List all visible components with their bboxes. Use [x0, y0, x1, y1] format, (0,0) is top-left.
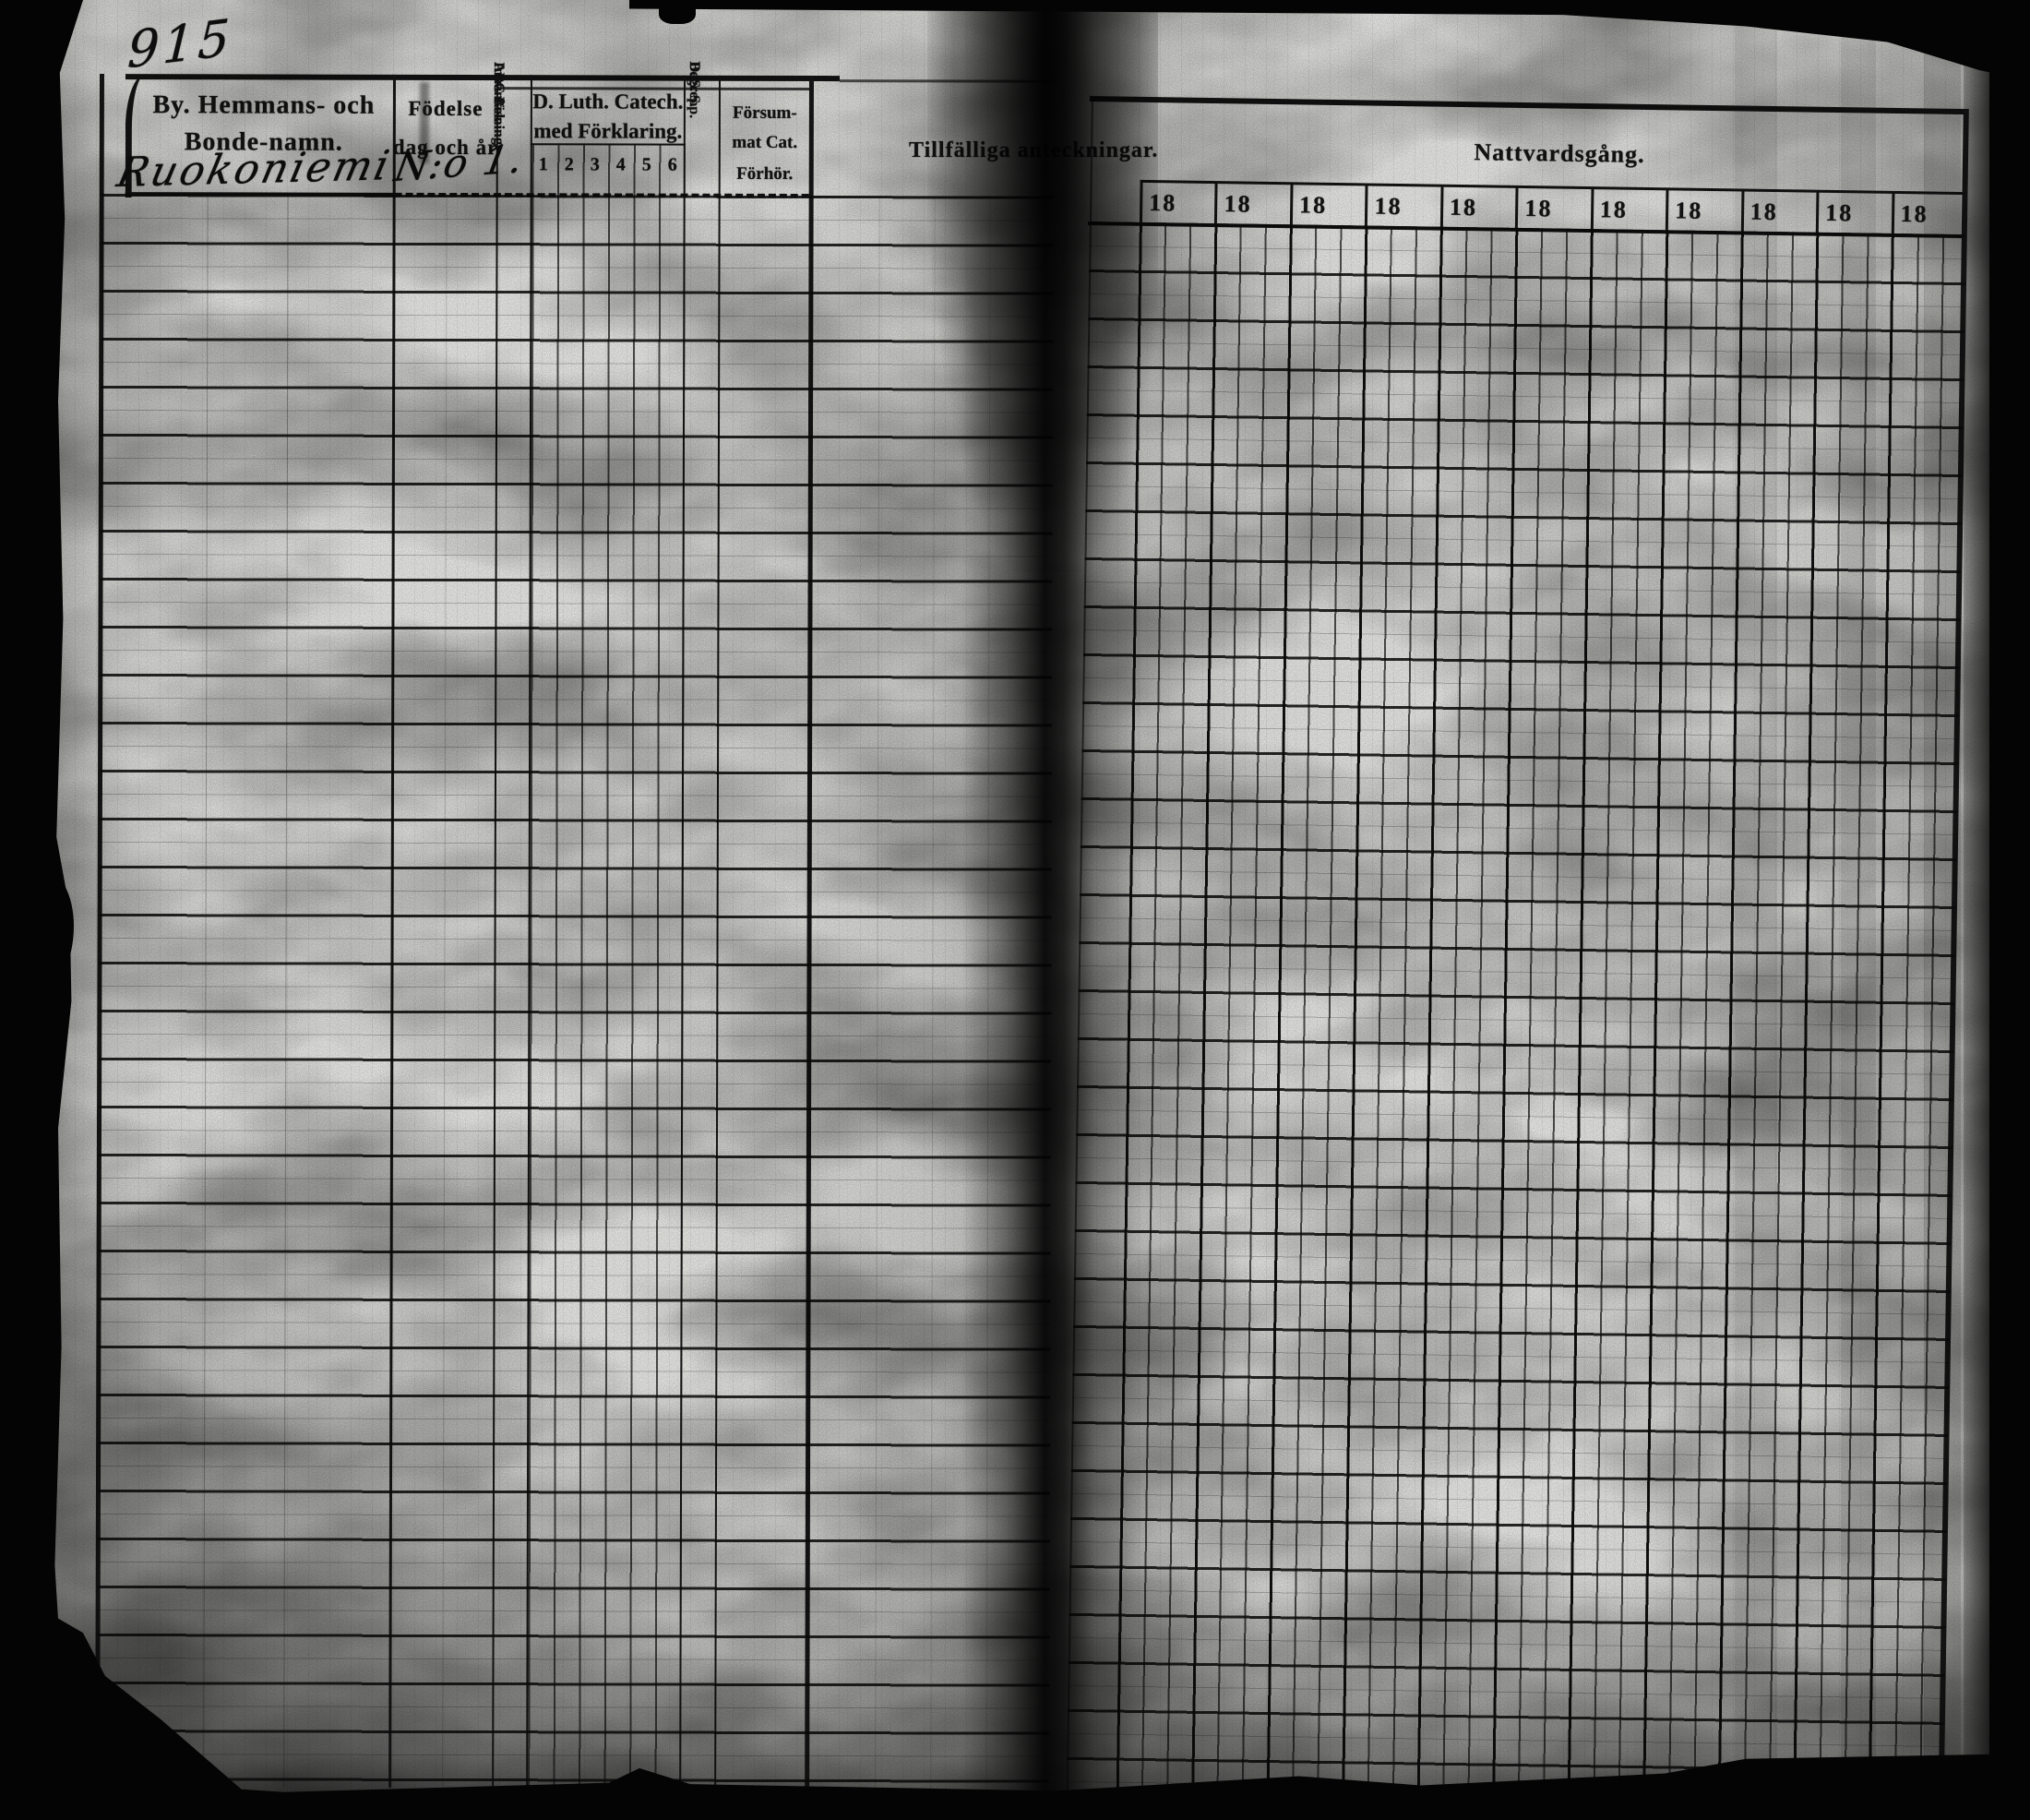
column-header-notes: Tillfälliga anteckningar. — [909, 138, 1159, 162]
year-cell: 18 — [1815, 191, 1893, 235]
handwritten-village-name: Ruokoniemi — [113, 141, 396, 198]
column-header-birth-line1: Födelse — [408, 96, 484, 121]
scan-margin-right — [1989, 0, 2030, 1820]
year-cell: 18 — [1665, 189, 1742, 233]
column-header-missed-line1: Försum- — [733, 102, 797, 123]
dss-line2: Begrepp. — [686, 61, 703, 119]
year-cell: 18 — [1139, 181, 1216, 226]
year-cell: 18 — [1289, 184, 1366, 228]
left-page-table: By. Hemmans- och Bonde-namn. Födelse dag… — [95, 62, 1054, 1790]
catechism-grade-number: 1 — [538, 154, 548, 175]
year-cell: 18 — [1365, 185, 1441, 229]
table-top-border — [125, 74, 840, 82]
year-cell: 18 — [1214, 183, 1291, 227]
catechism-grade-number: 4 — [615, 154, 626, 175]
column-header-name-line1: By. Hemmans- och — [152, 90, 376, 120]
year-cell: 18 — [1515, 186, 1592, 232]
catechism-grade-number: 5 — [641, 154, 651, 175]
year-cell: 18 — [1740, 190, 1817, 234]
right-page-table: Nattvardsgång. 18 18 18 18 18 18 18 18 18 18 18 — [1065, 92, 1998, 1813]
column-header-catech-line2: med Förklaring. — [533, 119, 683, 143]
catechism-grade-number: 2 — [564, 154, 574, 175]
abc-line2: Innanläsning — [490, 62, 508, 145]
handwritten-entry-number: N:o 1. — [390, 135, 529, 191]
left-body-row-rules — [97, 194, 1054, 1790]
catechism-grade-number: 6 — [667, 154, 677, 175]
communion-header: Nattvardsgång. — [1474, 138, 1645, 168]
page-edge-shadow — [1964, 0, 1991, 1820]
year-cell: 18 — [1590, 188, 1666, 233]
column-header-missed-line3: Förhör. — [736, 163, 794, 184]
column-header-missed-line2: mat Cat. — [732, 132, 798, 152]
year-cell: 18 — [1439, 186, 1516, 230]
catechism-grade-number: 3 — [590, 154, 600, 175]
scan-margin-nick — [659, 0, 696, 24]
year-cell: 18 — [1891, 192, 1967, 237]
right-body-row-rules — [1066, 222, 1966, 1813]
table-top-border-thin — [839, 79, 1054, 83]
column-header-catech-line1: D. Luth. Catech. — [532, 90, 684, 114]
